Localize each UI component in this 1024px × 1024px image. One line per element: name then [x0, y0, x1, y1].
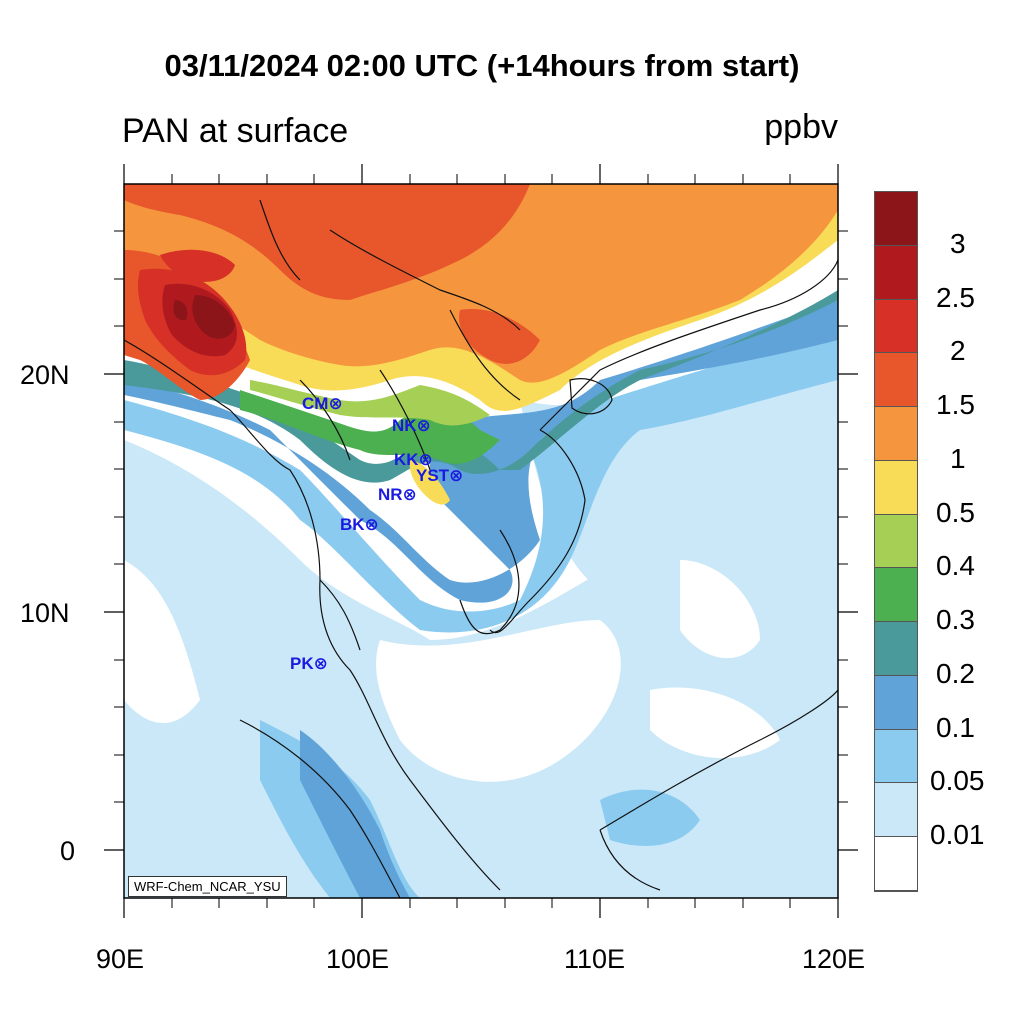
x-label-120e: 120E — [802, 944, 866, 974]
colorbar-level-label: 0.3 — [936, 604, 975, 636]
units-label: ppbv — [764, 108, 838, 146]
colorbar-cell — [875, 622, 917, 676]
colorbar-cell — [875, 299, 917, 354]
colorbar-cell — [875, 353, 917, 408]
colorbar-cell — [875, 460, 917, 515]
colorbar-level-label: 0.1 — [936, 711, 975, 743]
colorbar-level-label: 3 — [950, 227, 966, 259]
y-label-10n: 10N — [20, 598, 70, 628]
minor-ticks — [114, 174, 848, 908]
variable-label: PAN at surface — [122, 112, 349, 150]
axis-ticks — [104, 164, 858, 918]
colorbar — [874, 191, 918, 892]
colorbar-level-label: 1 — [950, 442, 966, 474]
colorbar-cell — [875, 407, 917, 461]
station-kk: KK⊗ — [394, 450, 433, 469]
station-nk: NK⊗ — [392, 416, 431, 435]
x-label-90e: 90E — [96, 944, 145, 974]
station-bk: BK⊗ — [340, 515, 379, 534]
colorbar-level-label: 0.05 — [930, 765, 985, 797]
x-label-100e: 100E — [326, 944, 390, 974]
colorbar-cell — [875, 192, 917, 246]
colorbar-level-label: 0.2 — [936, 657, 975, 689]
station-cm: CM⊗ — [302, 394, 343, 413]
colorbar-cell — [875, 514, 917, 569]
colorbar-level-label: 0.4 — [936, 550, 975, 582]
colorbar-level-label: 0.5 — [936, 496, 975, 528]
colorbar-cell — [875, 837, 917, 891]
x-label-110e: 110E — [564, 944, 626, 974]
figure-title: 03/11/2024 02:00 UTC (+14hours from star… — [164, 48, 800, 83]
y-label-20n: 20N — [20, 360, 70, 390]
colorbar-level-label: 1.5 — [936, 389, 975, 421]
colorbar-level-label: 2 — [950, 335, 966, 367]
colorbar-cell — [875, 729, 917, 784]
pan-field — [124, 184, 838, 898]
colorbar-cell — [875, 568, 917, 623]
y-label-0: 0 — [60, 836, 76, 866]
model-credit: WRF-Chem_NCAR_YSU — [128, 876, 287, 897]
station-nr: NR⊗ — [378, 485, 417, 504]
station-pk: PK⊗ — [290, 654, 328, 673]
colorbar-cell — [875, 245, 917, 300]
colorbar-level-label: 0.01 — [930, 819, 985, 851]
colorbar-level-label: 2.5 — [936, 281, 975, 313]
colorbar-cell — [875, 783, 917, 838]
colorbar-cell — [875, 675, 917, 730]
station-yst: YST⊗ — [416, 466, 464, 485]
